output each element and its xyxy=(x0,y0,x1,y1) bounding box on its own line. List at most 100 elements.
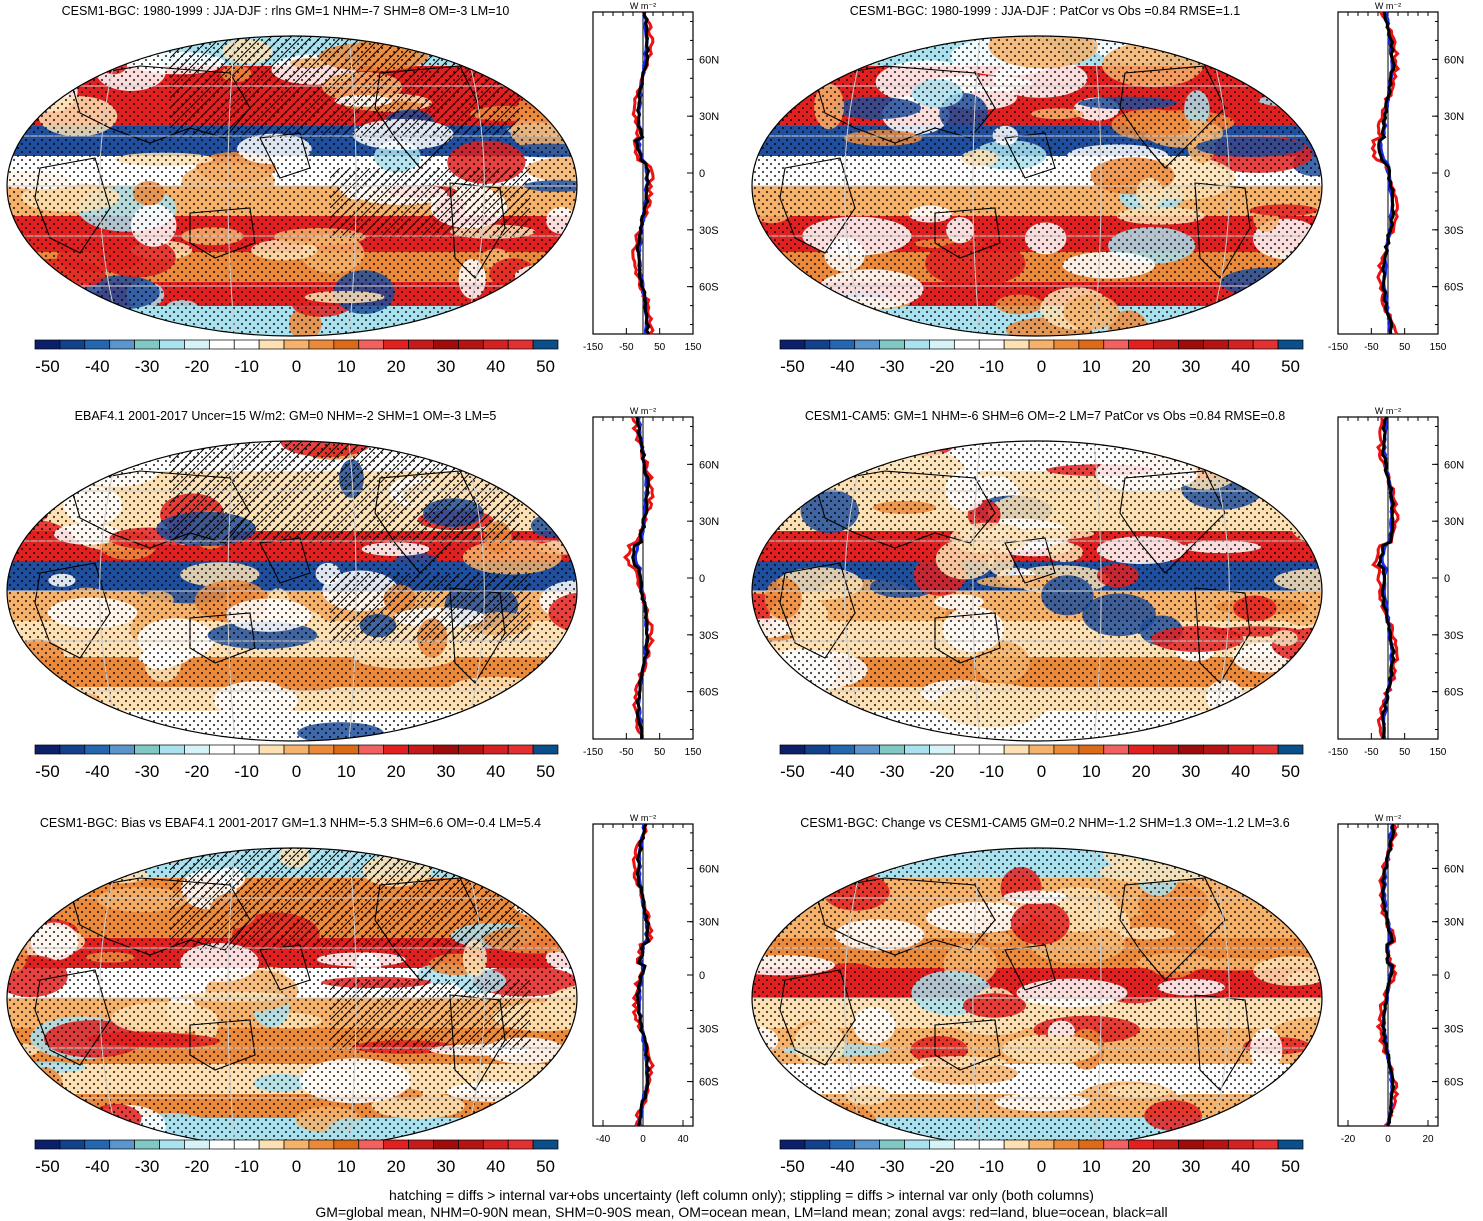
colorbar-swatch xyxy=(84,744,111,755)
map-border xyxy=(6,35,578,337)
colorbar-label: 30 xyxy=(436,357,455,376)
lat-tick-label: 60N xyxy=(699,54,719,66)
lat-tick-label: 30S xyxy=(699,630,719,642)
world-map xyxy=(751,847,1323,1149)
colorbar-label: -20 xyxy=(930,1157,955,1176)
colorbar-swatch xyxy=(829,744,856,755)
colorbar-swatch xyxy=(854,744,880,755)
map-panel-3: W m⁻² 60N 30N 0 30S 60S -150 -50 50 150 -50 -40 -30 -… xyxy=(0,405,720,805)
map-field xyxy=(7,848,577,1148)
colorbar-swatch xyxy=(953,1139,980,1150)
colorbar-swatch xyxy=(1053,744,1080,755)
zonal-units: W m⁻² xyxy=(1375,1,1401,11)
colorbar-label: -20 xyxy=(930,357,955,376)
colorbar-swatch xyxy=(1227,339,1254,350)
zonal-all-curve xyxy=(631,416,650,740)
colorbar-swatch xyxy=(978,1139,1005,1150)
colorbar-label: 40 xyxy=(486,1157,505,1176)
panel-figure: W m⁻² 60N 30N 0 30S 60S -20 0 20 -50 -40 -30 -20 -10 0… xyxy=(751,813,1464,1176)
colorbar-swatch xyxy=(1103,1139,1130,1150)
map-panel-5: W m⁻² 60N 30N 0 30S 60S -40 0 40 -50 -40 -30 -20 -10 0… xyxy=(0,812,720,1192)
colorbar-swatch xyxy=(1203,339,1229,350)
zonal-all-curve xyxy=(1377,11,1396,335)
colorbar-swatch xyxy=(233,1139,260,1150)
colorbar-label: -30 xyxy=(135,357,160,376)
colorbar-label: 10 xyxy=(337,762,356,781)
colorbar-swatch xyxy=(333,1139,360,1150)
colorbar-label: 20 xyxy=(387,357,406,376)
lat-tick-label: 60S xyxy=(1444,282,1464,294)
zonal-mean-plot: W m⁻² 60N 30N 0 30S 60S -20 0 20 xyxy=(1337,813,1464,1145)
colorbar-label: 30 xyxy=(1181,1157,1200,1176)
colorbar-label: -10 xyxy=(234,1157,259,1176)
lat-tick-label: 30N xyxy=(1444,516,1464,528)
colorbar-swatch xyxy=(1277,1139,1304,1150)
colorbar-label: -10 xyxy=(979,762,1004,781)
colorbar-swatch xyxy=(978,744,1005,755)
map-field xyxy=(752,441,1322,741)
lat-tick-label: 60S xyxy=(699,282,719,294)
zonal-units: W m⁻² xyxy=(1375,813,1401,823)
footer-line-1: hatching = diffs > internal var+obs unce… xyxy=(389,1187,1094,1203)
colorbar-swatch xyxy=(383,744,409,755)
zonal-units: W m⁻² xyxy=(630,1,656,11)
colorbar-label: -20 xyxy=(930,762,955,781)
colorbar-swatch xyxy=(159,1139,185,1150)
colorbar-swatch xyxy=(1053,1139,1080,1150)
map-border xyxy=(751,35,1323,337)
lat-tick-label: 0 xyxy=(699,168,705,180)
zonal-x-tick-label: 50 xyxy=(1399,747,1411,758)
colorbar-label: 10 xyxy=(337,1157,356,1176)
colorbar-label: 0 xyxy=(292,357,301,376)
map-panel-6: W m⁻² 60N 30N 0 30S 60S -20 0 20 -50 -40 -30 -20 -10 0… xyxy=(745,812,1483,1192)
zonal-mean-plot: W m⁻² 60N 30N 0 30S 60S -150 -50 50 150 xyxy=(583,1,719,353)
colorbar-label: 20 xyxy=(1132,1157,1151,1176)
colorbar-swatch xyxy=(904,744,930,755)
colorbar-swatch xyxy=(904,339,930,350)
colorbar-swatch xyxy=(184,1139,210,1150)
colorbar-label: -20 xyxy=(185,1157,210,1176)
map-field xyxy=(7,441,577,741)
colorbar-label: -40 xyxy=(85,357,110,376)
colorbar-swatch xyxy=(1078,1139,1105,1150)
colorbar-swatch xyxy=(208,339,235,350)
colorbar-label: 40 xyxy=(486,762,505,781)
colorbar-label: 0 xyxy=(292,762,301,781)
colorbar-swatch xyxy=(433,744,459,755)
colorbar-swatch xyxy=(358,1139,385,1150)
colorbar-swatch xyxy=(458,744,484,755)
lat-tick-label: 60N xyxy=(699,459,719,471)
colorbar-label: 40 xyxy=(1231,1157,1250,1176)
lat-tick-label: 60N xyxy=(1444,459,1464,471)
colorbar-swatch xyxy=(84,1139,111,1150)
colorbar-swatch xyxy=(1227,744,1254,755)
zonal-x-tick-label: -50 xyxy=(619,342,634,353)
colorbar-swatch xyxy=(532,744,559,755)
colorbar-swatch xyxy=(1252,339,1279,350)
colorbar-swatch xyxy=(433,1139,459,1150)
colorbar-swatch xyxy=(458,339,484,350)
footer-note: hatching = diffs > internal var+obs unce… xyxy=(0,1187,1483,1221)
colorbar-label: -50 xyxy=(780,762,805,781)
colorbar-swatch xyxy=(1178,1139,1204,1150)
panel-figure: W m⁻² 60N 30N 0 30S 60S -150 -50 50 150 -50 -40 -30 -… xyxy=(751,1,1464,376)
colorbar-swatch xyxy=(879,1139,905,1150)
colorbar-swatch xyxy=(159,339,185,350)
colorbar-label: 50 xyxy=(1281,762,1300,781)
colorbar-label: -10 xyxy=(979,357,1004,376)
zonal-x-tick-label: -150 xyxy=(1328,747,1348,758)
colorbar-swatch xyxy=(208,744,235,755)
colorbar-swatch xyxy=(258,744,285,755)
colorbar-swatch xyxy=(34,339,61,350)
colorbar-label: -50 xyxy=(780,357,805,376)
panel-figure: W m⁻² 60N 30N 0 30S 60S -150 -50 50 150 -50 -40 -30 -… xyxy=(6,406,719,781)
colorbar-label: -30 xyxy=(135,762,160,781)
colorbar-swatch xyxy=(879,339,905,350)
lat-tick-label: 0 xyxy=(1444,168,1450,180)
panel-title: CESM1-BGC: Bias vs EBAF4.1 2001-2017 GM=… xyxy=(39,816,542,830)
lat-tick-label: 60N xyxy=(699,863,719,875)
colorbar-label: -10 xyxy=(979,1157,1004,1176)
world-map xyxy=(6,847,578,1149)
colorbar-swatch xyxy=(208,1139,235,1150)
colorbar-swatch xyxy=(507,744,534,755)
